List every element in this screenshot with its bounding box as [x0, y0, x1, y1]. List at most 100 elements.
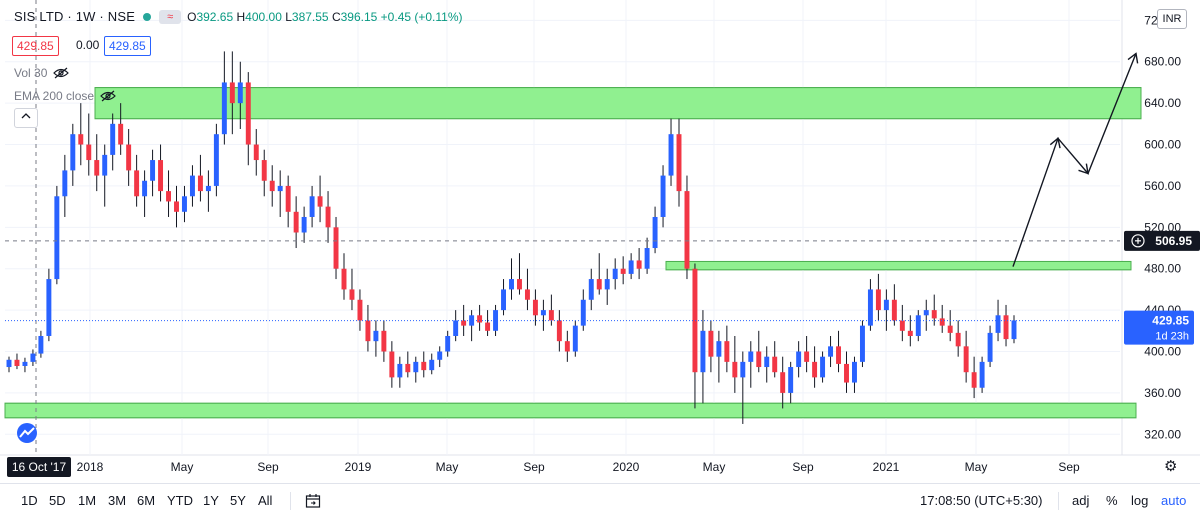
candle-body: [772, 356, 778, 373]
range-all-button[interactable]: All: [258, 493, 273, 508]
x-tick-label: May: [436, 460, 459, 474]
x-tick-label: Sep: [1058, 460, 1080, 474]
support-resistance-zone: [94, 87, 1142, 120]
x-tick-label: May: [965, 460, 988, 474]
candle-body: [939, 318, 945, 326]
candle-body: [493, 310, 499, 331]
toolbar-divider: [290, 492, 291, 510]
candle-body: [548, 310, 554, 321]
support-resistance-zone: [4, 402, 1137, 419]
x-tick-label: May: [171, 460, 194, 474]
candle-body: [389, 351, 395, 378]
clock-timezone-button[interactable]: 17:08:50 (UTC+5:30): [920, 493, 1043, 508]
chevron-up-icon: [21, 113, 31, 119]
candle-body: [509, 279, 514, 290]
close-value: 396.15: [340, 9, 378, 24]
date-range-calendar-icon[interactable]: [305, 493, 321, 509]
candle-body: [38, 335, 44, 354]
compare-chip-icon[interactable]: ≈: [159, 9, 182, 24]
candle-body: [229, 82, 235, 104]
y-tick-label: 400.00: [1144, 345, 1181, 359]
range-5d-button[interactable]: 5D: [49, 493, 66, 508]
candle-body: [421, 361, 427, 371]
tradingview-logo-icon[interactable]: [16, 423, 38, 443]
candle-body: [1011, 320, 1017, 340]
candle-body: [796, 351, 802, 368]
auto-scale-button[interactable]: auto: [1161, 493, 1187, 508]
range-1m-button[interactable]: 1M: [78, 493, 97, 508]
buy-price-button[interactable]: 429.85: [104, 36, 151, 56]
candle-body: [556, 320, 562, 342]
log-scale-button[interactable]: log: [1131, 493, 1149, 508]
candle-body: [732, 361, 738, 378]
volume-indicator[interactable]: Vol 30: [14, 66, 70, 80]
candle-body: [963, 346, 969, 373]
candle-body: [812, 361, 818, 378]
candle-body: [293, 211, 299, 233]
high-value: 400.00: [245, 9, 282, 24]
y-tick-label: 600.00: [1144, 138, 1181, 152]
currency-button[interactable]: INR: [1157, 9, 1187, 29]
candle-body: [947, 325, 953, 333]
collapse-indicators-button[interactable]: [14, 108, 38, 128]
adjust-dividends-button[interactable]: adj: [1072, 493, 1090, 508]
x-tick-label: 2019: [345, 460, 372, 474]
candle-body: [524, 289, 530, 300]
crosshair-price-badge: [1124, 230, 1200, 251]
crosshair-price-label: 506.95: [1155, 234, 1192, 248]
projection-arrow-drawing[interactable]: [1012, 53, 1137, 267]
crosshair-date-label: 16 Oct '17: [12, 460, 67, 474]
candle-body: [269, 180, 275, 192]
candle-body: [907, 330, 913, 336]
sell-price-button[interactable]: 429.85: [12, 36, 59, 56]
eye-hidden-icon[interactable]: [53, 67, 70, 79]
candle-body: [612, 268, 618, 280]
candle-body: [684, 191, 690, 269]
y-tick-label: 640.00: [1144, 96, 1181, 110]
chart-settings-gear-icon[interactable]: ⚙: [1164, 458, 1178, 475]
candle-body: [652, 216, 658, 249]
candle-body: [405, 363, 411, 373]
candle-body: [325, 206, 331, 228]
candle-body: [54, 196, 60, 280]
candle-body: [309, 196, 315, 217]
add-alert-plus-icon[interactable]: [1131, 234, 1145, 248]
candle-body: [867, 289, 873, 326]
range-6m-button[interactable]: 6M: [137, 493, 156, 508]
percent-scale-button[interactable]: %: [1106, 493, 1118, 508]
candle-body: [668, 134, 674, 176]
range-3m-button[interactable]: 3M: [108, 493, 127, 508]
change-value: +0.45 (+0.11%): [380, 9, 463, 24]
candle-body: [445, 335, 451, 352]
candle-body: [485, 322, 491, 331]
candle-body: [971, 372, 977, 388]
candle-body: [588, 279, 594, 300]
bottom-toolbar: 1D 5D 1M 3M 6M YTD 1Y 5Y All 17:08:50 (U…: [0, 483, 1200, 520]
ema-indicator[interactable]: EMA 200 close: [14, 89, 116, 103]
candle-body: [564, 341, 570, 352]
candle-body: [740, 361, 746, 378]
candle-body: [923, 310, 929, 316]
symbol-title[interactable]: SIS LTD · 1W · NSE: [14, 9, 136, 24]
candle-body: [397, 363, 403, 378]
candle-body: [373, 330, 379, 342]
candle-body: [620, 268, 626, 274]
candle-body: [453, 320, 459, 336]
candle-body: [142, 180, 148, 197]
candle-body: [22, 361, 28, 366]
candle-body: [780, 372, 786, 393]
candle-body: [110, 123, 116, 155]
eye-hidden-icon[interactable]: [100, 90, 116, 102]
candle-body: [197, 175, 203, 192]
y-tick-label: 320.00: [1144, 427, 1181, 441]
range-5y-button[interactable]: 5Y: [230, 493, 246, 508]
candle-body: [469, 315, 475, 326]
candle-body: [596, 279, 602, 290]
candle-body: [859, 325, 865, 362]
range-1d-button[interactable]: 1D: [21, 493, 38, 508]
range-1y-button[interactable]: 1Y: [203, 493, 219, 508]
candle-body: [764, 356, 770, 368]
candle-body: [253, 144, 259, 161]
range-ytd-button[interactable]: YTD: [167, 493, 193, 508]
